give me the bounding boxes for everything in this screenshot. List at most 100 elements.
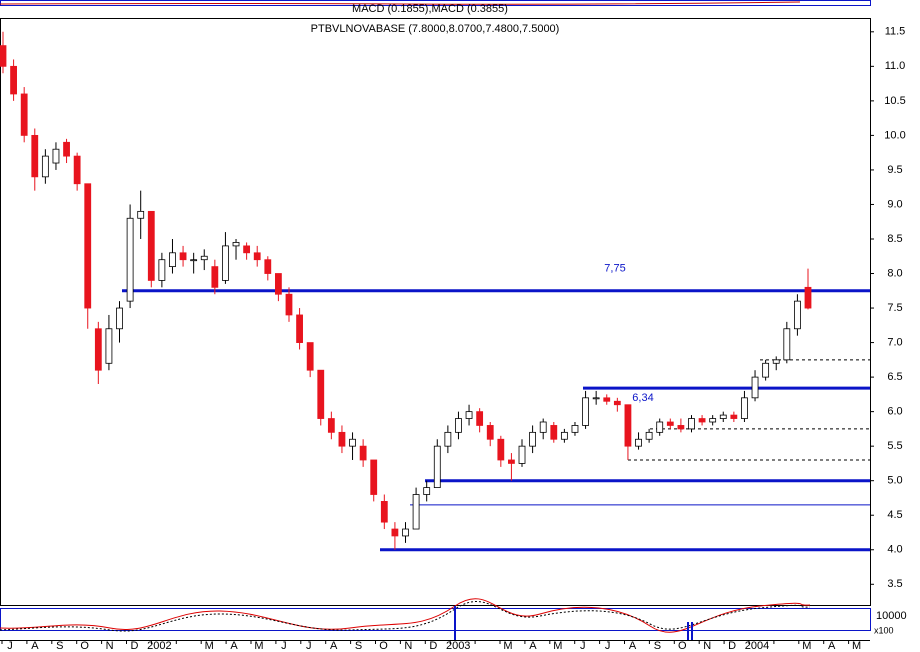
y-tick-label: 4.0: [887, 544, 902, 556]
candle-body: [31, 134, 39, 178]
x-tick-label: O: [80, 640, 89, 652]
x-tick-label: N: [106, 640, 114, 652]
candle-body: [666, 421, 674, 426]
y-tick-label: 8.0: [887, 267, 902, 279]
candle-body: [783, 328, 791, 361]
candle-body: [518, 445, 526, 464]
candle-body: [698, 418, 706, 423]
y-tick-label: 6.0: [887, 406, 902, 418]
indicator-title: MACD (0.1855),MACD (0.3855): [352, 3, 508, 15]
y-tick-label: 10.5: [884, 95, 905, 107]
y-tick-label: 5.5: [887, 440, 902, 452]
candle-body: [137, 210, 145, 219]
candle-body: [211, 266, 219, 288]
candle-body: [41, 155, 49, 178]
y-tick-label: 7.5: [887, 302, 902, 314]
candle-body: [688, 418, 695, 430]
candle-body: [158, 259, 166, 281]
candle-body: [751, 376, 759, 399]
candle-body: [677, 425, 685, 430]
candle-body: [529, 431, 537, 447]
candle-body: [794, 300, 801, 330]
x-tick-label: 2002: [147, 640, 171, 652]
candle-body: [613, 400, 621, 406]
candle-body: [709, 418, 717, 423]
x-tick-label: J: [306, 640, 312, 652]
candle-body: [370, 459, 378, 495]
x-tick-label: M: [553, 640, 562, 652]
candle-body: [274, 273, 282, 295]
y-tick-label: 10.0: [884, 129, 905, 141]
x-tick-label: M: [205, 640, 214, 652]
x-tick-label: N: [404, 640, 412, 652]
candle-body: [285, 293, 293, 316]
candle-body: [719, 414, 727, 419]
candle-body: [222, 245, 229, 281]
candle-body: [63, 141, 70, 157]
candle-body: [603, 397, 611, 402]
lower-panel: [0, 608, 871, 631]
candle-body: [539, 421, 547, 433]
candle-body: [306, 342, 314, 371]
candle-body: [105, 328, 113, 364]
x-tick-label: O: [379, 640, 388, 652]
y-tick-label: 6.5: [887, 371, 902, 383]
candle-body: [402, 528, 409, 537]
candle-body: [243, 245, 251, 254]
x-tick-label: J: [605, 640, 611, 652]
x-tick-label: J: [281, 640, 287, 652]
candle-body: [476, 411, 484, 426]
candle-body: [190, 259, 198, 262]
candle-body: [317, 369, 325, 419]
candle-body: [656, 421, 664, 433]
indicator-line: [0, 1, 801, 5]
candle-body: [232, 242, 240, 247]
x-tick-label: S: [654, 640, 661, 652]
x-tick-label: D: [131, 640, 139, 652]
x-tick-label: J: [7, 640, 13, 652]
candle-body: [635, 438, 642, 447]
candle-body: [486, 425, 494, 440]
x-tick-label: A: [529, 640, 537, 652]
candle-body: [508, 459, 515, 464]
y-tick-label: 9.0: [887, 198, 902, 210]
level-label: 6,34: [632, 392, 653, 404]
x-tick-label: M: [802, 640, 811, 652]
candle-body: [772, 359, 780, 364]
candle-body: [624, 404, 632, 447]
candle-body: [20, 93, 28, 136]
x-tick-label: D: [429, 640, 437, 652]
candle-body: [465, 411, 473, 419]
candle-body: [10, 65, 17, 95]
candle-body: [84, 183, 92, 309]
candle-body: [571, 425, 579, 433]
x-tick-label: N: [703, 640, 711, 652]
candle-body: [560, 431, 568, 440]
candle-body: [359, 445, 367, 461]
candle-body: [0, 45, 7, 67]
x-tick-label: O: [678, 640, 687, 652]
indicator-panel: [0, 0, 871, 6]
candle-body: [327, 418, 335, 433]
candle-body: [741, 397, 748, 419]
x-tick-label: 2003: [446, 640, 470, 652]
candle-body: [645, 431, 653, 440]
x-tick-label: A: [828, 640, 836, 652]
candle-body: [147, 210, 155, 281]
candle-body: [94, 328, 102, 371]
candle-body: [73, 155, 81, 185]
candle-body: [412, 494, 420, 530]
candle-body: [200, 255, 208, 261]
candle-body: [349, 438, 356, 447]
candle-body: [762, 362, 770, 378]
candle-body: [264, 259, 272, 274]
candle-body: [126, 217, 134, 302]
x-tick-label: A: [330, 640, 338, 652]
x-tick-label: M: [503, 640, 512, 652]
level-label: 7,75: [604, 263, 625, 275]
chart-title: PTBVLNOVABASE (7.8000,8.0700,7.4800,7.50…: [311, 23, 560, 35]
candle-body: [582, 397, 589, 426]
candle-body: [52, 148, 60, 164]
